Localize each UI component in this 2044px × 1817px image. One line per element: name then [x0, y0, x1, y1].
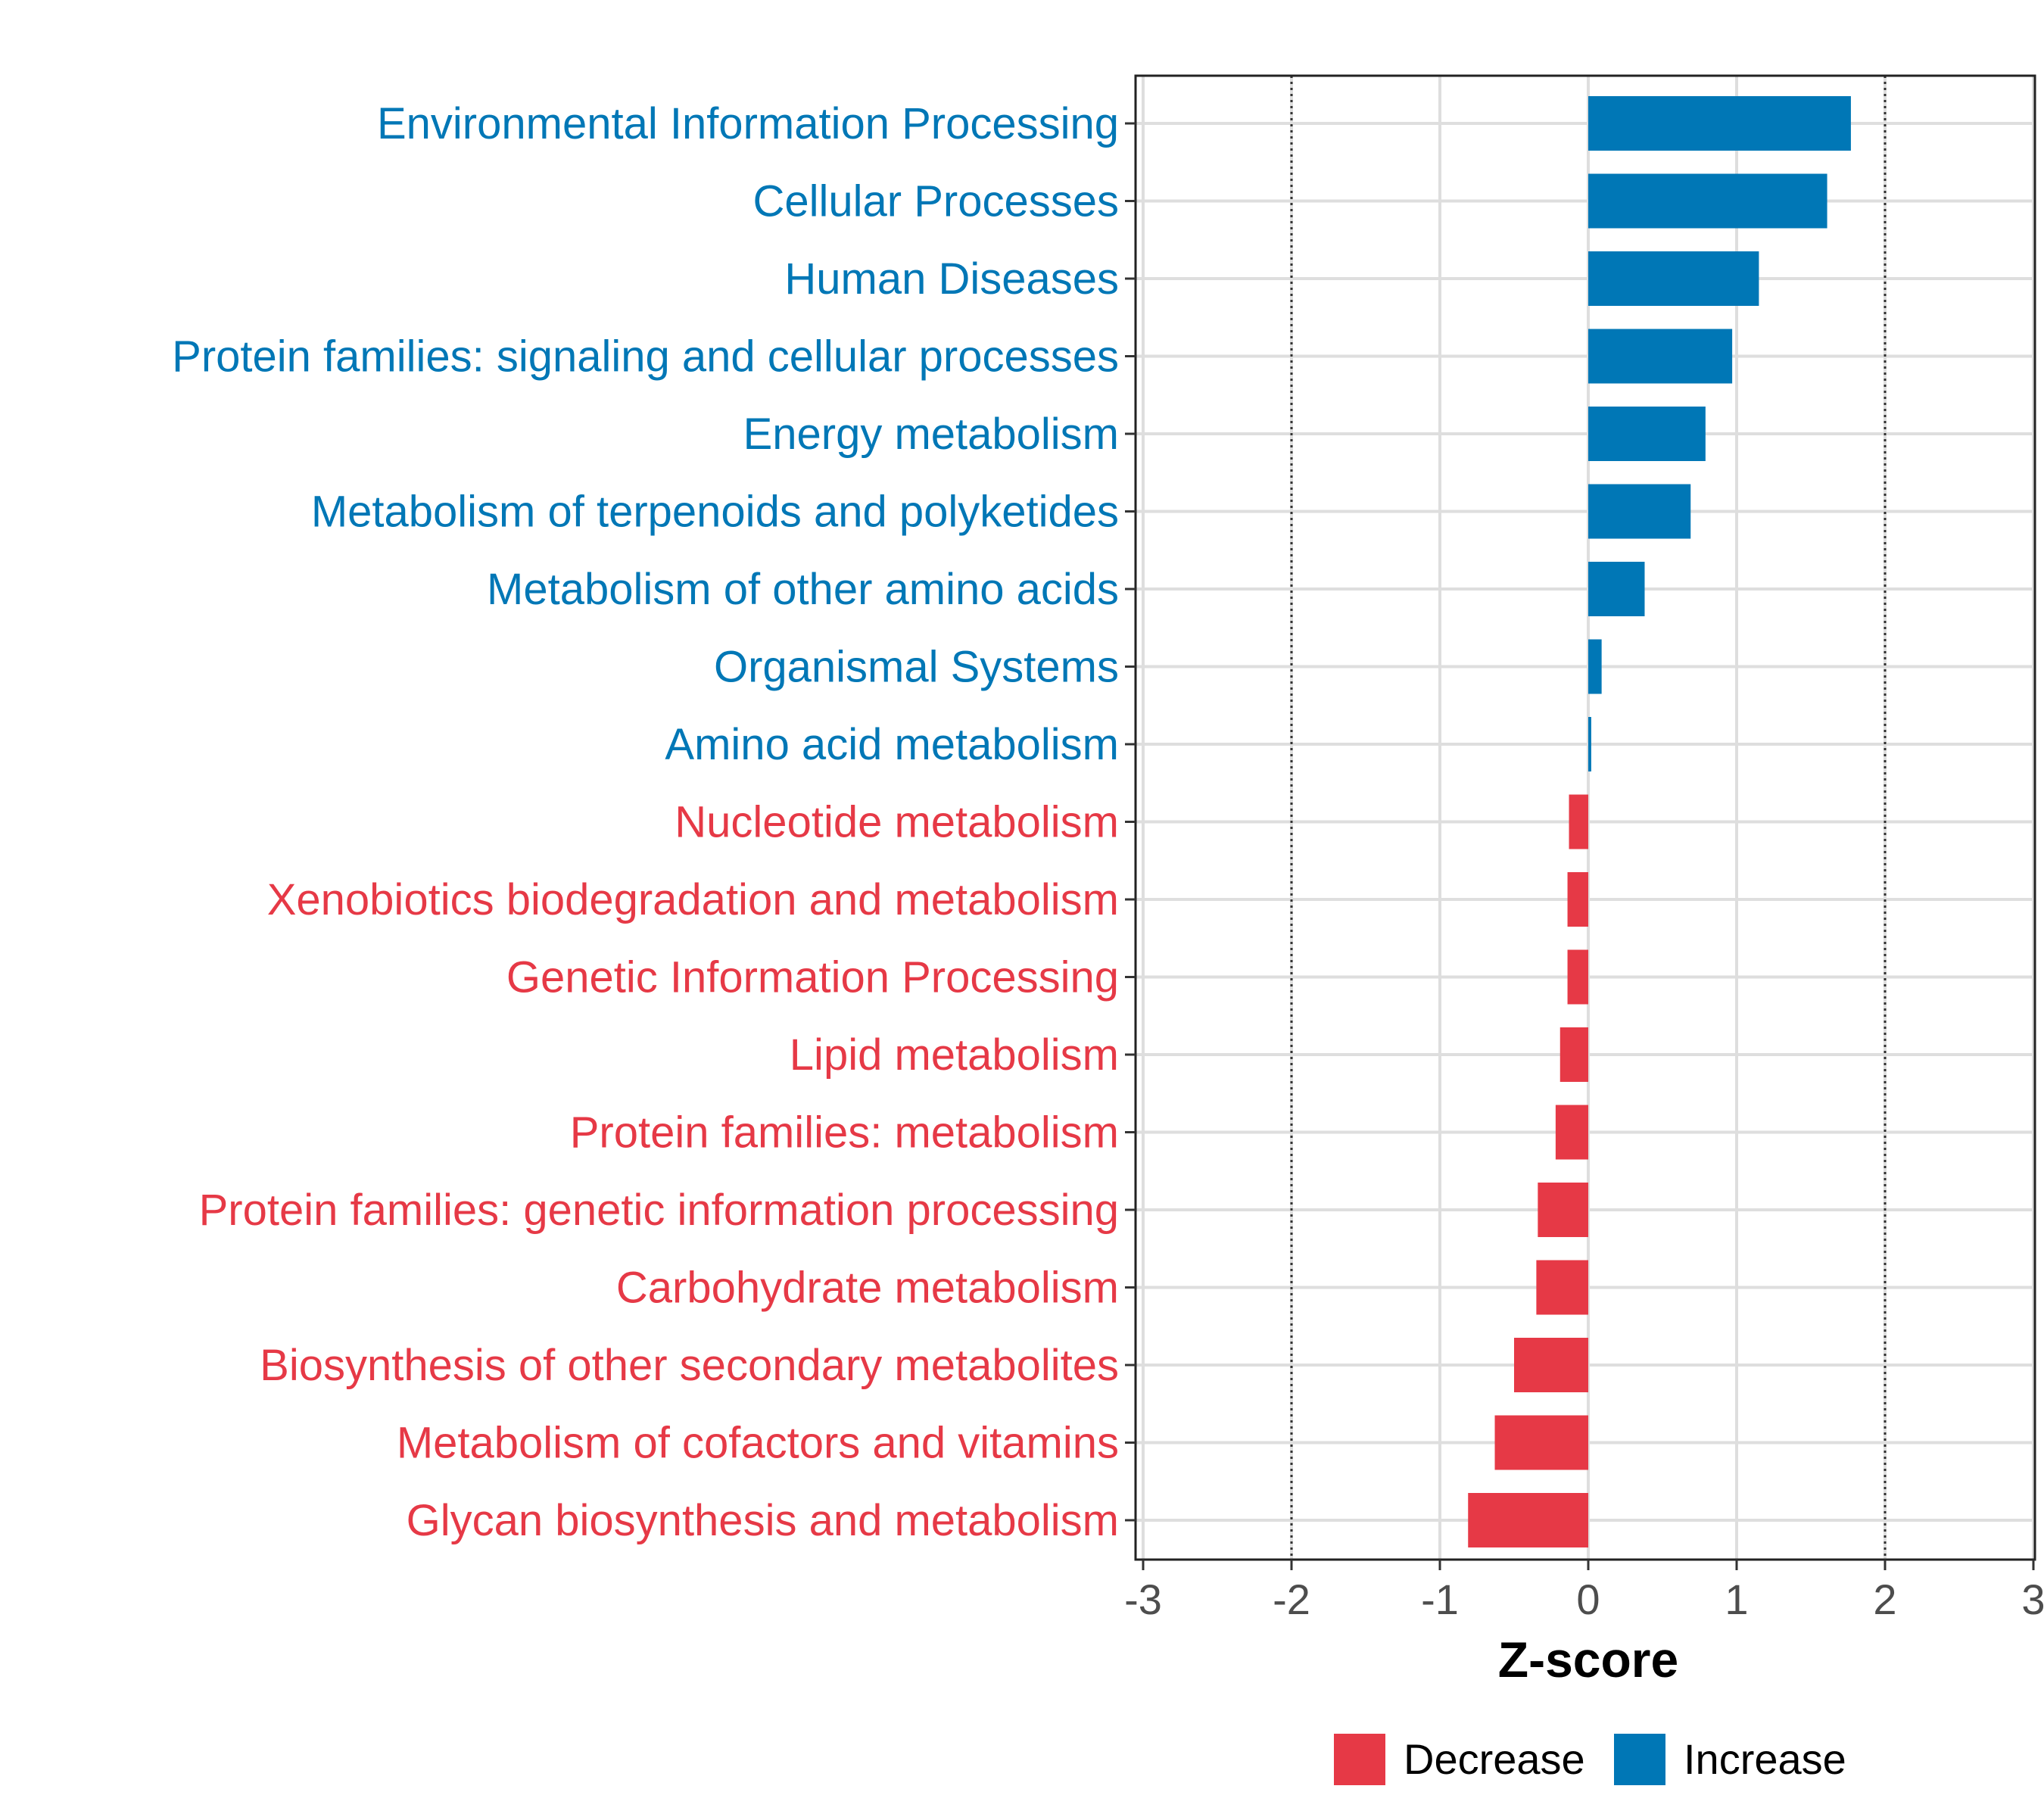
bar	[1588, 717, 1591, 771]
legend-label: Decrease	[1404, 1735, 1585, 1783]
bar	[1588, 173, 1827, 229]
y-tick-label: Metabolism of other amino acids	[487, 565, 1119, 614]
bar	[1468, 1493, 1588, 1547]
y-tick-label: Nucleotide metabolism	[675, 798, 1119, 847]
bar	[1559, 1027, 1588, 1082]
x-tick-label: 3	[2021, 1575, 2044, 1623]
legend-item: Increase	[1614, 1734, 1846, 1785]
bars	[1468, 96, 1851, 1547]
x-tick-label: -3	[1124, 1575, 1162, 1623]
bar	[1588, 96, 1851, 151]
bar	[1588, 562, 1645, 616]
x-tick-label: 0	[1576, 1575, 1600, 1623]
y-tick-label: Cellular Processes	[752, 177, 1119, 226]
bar	[1538, 1183, 1588, 1237]
y-axis-category-labels: Environmental Information Processing Cell…	[172, 99, 1119, 1545]
reference-lines	[1290, 76, 1887, 1560]
bar	[1588, 407, 1706, 461]
x-axis-title: Z-score	[1498, 1632, 1678, 1688]
y-tick-label: Energy metabolism	[743, 410, 1119, 459]
bar	[1588, 639, 1602, 694]
y-tick-label: Biosynthesis of other secondary metaboli…	[260, 1341, 1119, 1390]
bar	[1588, 251, 1759, 306]
legend: Decrease Increase	[1334, 1734, 1846, 1785]
legend-item: Decrease	[1334, 1734, 1585, 1785]
y-tick-label: Protein families: signaling and cellular…	[172, 332, 1119, 382]
legend-swatch	[1334, 1734, 1385, 1785]
legend-swatch	[1614, 1734, 1665, 1785]
y-axis-ticks	[1125, 122, 1136, 1522]
bar	[1588, 484, 1691, 539]
y-tick-label: Human Diseases	[784, 254, 1119, 304]
x-tick-label: 1	[1725, 1575, 1748, 1623]
bar	[1536, 1260, 1588, 1315]
bar	[1494, 1415, 1588, 1470]
y-tick-label: Lipid metabolism	[790, 1030, 1119, 1080]
y-tick-label: Genetic Information Processing	[506, 953, 1119, 1002]
y-tick-label: Amino acid metabolism	[665, 720, 1119, 769]
x-axis-ticks: -3 -2 -1 0 1 2 3	[1124, 1560, 2044, 1623]
bar	[1569, 794, 1588, 849]
y-tick-label: Environmental Information Processing	[377, 99, 1119, 148]
x-tick-label: -2	[1273, 1575, 1310, 1623]
y-tick-label: Carbohydrate metabolism	[616, 1264, 1119, 1313]
bar	[1567, 872, 1588, 927]
y-tick-label: Metabolism of cofactors and vitamins	[397, 1419, 1119, 1468]
bar	[1567, 949, 1588, 1005]
x-tick-label: -1	[1421, 1575, 1459, 1623]
y-tick-label: Xenobiotics biodegradation and metabolis…	[267, 875, 1119, 924]
plot-panel-border	[1134, 74, 2036, 1561]
y-tick-label: Organismal Systems	[714, 643, 1119, 692]
bar	[1514, 1338, 1588, 1392]
x-tick-label: 2	[1873, 1575, 1896, 1623]
y-tick-label: Glycan biosynthesis and metabolism	[407, 1496, 1119, 1545]
y-tick-label: Protein families: metabolism	[570, 1108, 1119, 1158]
bar	[1555, 1105, 1588, 1160]
y-tick-label: Metabolism of terpenoids and polyketides	[311, 488, 1119, 537]
bar	[1588, 329, 1733, 384]
legend-label: Increase	[1684, 1735, 1846, 1783]
y-tick-label: Protein families: genetic information pr…	[199, 1186, 1119, 1235]
